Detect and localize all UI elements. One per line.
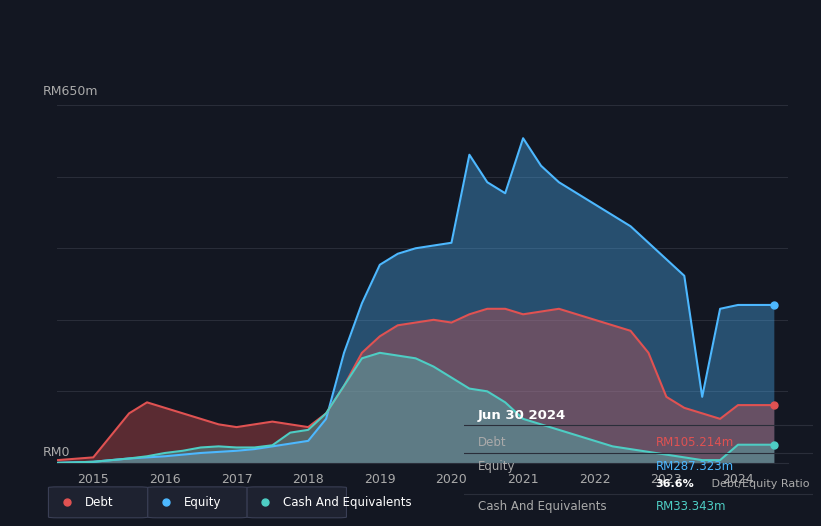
Text: RM105.214m: RM105.214m <box>656 436 734 449</box>
Text: Cash And Equivalents: Cash And Equivalents <box>283 496 412 509</box>
FancyBboxPatch shape <box>148 487 247 518</box>
FancyBboxPatch shape <box>48 487 148 518</box>
Text: Debt: Debt <box>478 436 507 449</box>
Text: RM650m: RM650m <box>43 85 99 98</box>
Text: RM33.343m: RM33.343m <box>656 500 727 513</box>
Text: Equity: Equity <box>184 496 222 509</box>
Text: Cash And Equivalents: Cash And Equivalents <box>478 500 607 513</box>
Text: Equity: Equity <box>478 460 516 473</box>
Text: 36.6%: 36.6% <box>656 479 695 489</box>
Text: RM287.323m: RM287.323m <box>656 460 734 473</box>
Text: RM0: RM0 <box>43 446 71 459</box>
Text: Debt/Equity Ratio: Debt/Equity Ratio <box>708 479 810 489</box>
Text: Debt: Debt <box>85 496 113 509</box>
Text: Jun 30 2024: Jun 30 2024 <box>478 409 566 422</box>
FancyBboxPatch shape <box>247 487 346 518</box>
